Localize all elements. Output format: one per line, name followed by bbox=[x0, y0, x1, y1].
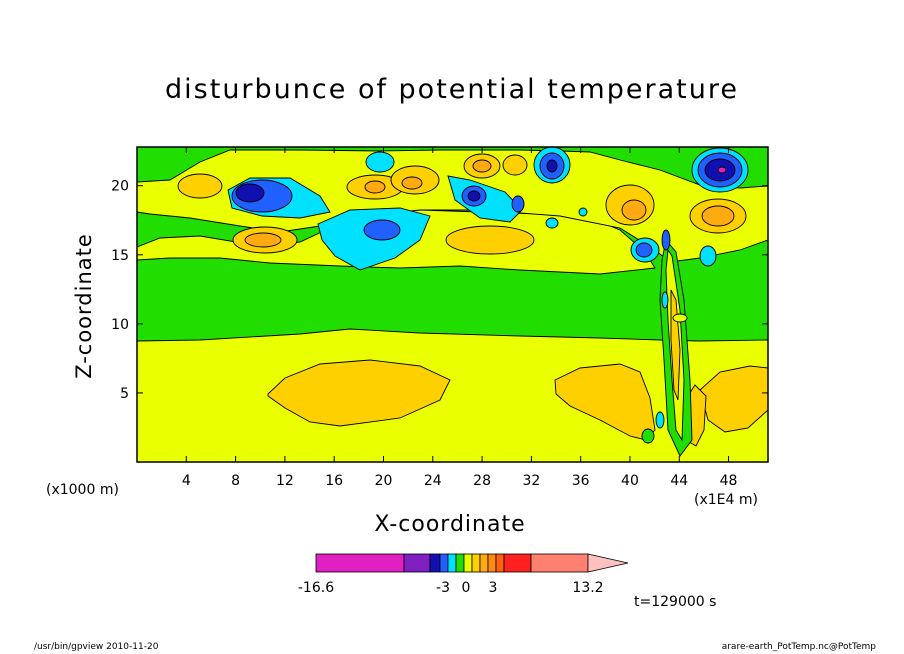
region-cold-3 bbox=[365, 151, 395, 173]
chart-title: disturbunce of potential temperature bbox=[165, 74, 739, 105]
colorbar-extend-arrow bbox=[587, 553, 629, 573]
x-tick-label-6: 28 bbox=[473, 473, 491, 489]
time-label: t=129000 s bbox=[634, 594, 717, 610]
y-axis-ticks: 5 10 15 20 bbox=[111, 179, 768, 402]
x-tick-label-0: 4 bbox=[182, 473, 191, 489]
plot-frame bbox=[136, 146, 769, 463]
x-tick-label-8: 36 bbox=[572, 473, 590, 489]
region-wave-cold-mid bbox=[661, 291, 669, 309]
y-tick-label-3: 20 bbox=[111, 179, 129, 195]
region-cold-9 bbox=[699, 245, 717, 267]
colorbar-swatch-8 bbox=[479, 553, 489, 573]
region-cold-5 bbox=[511, 195, 525, 213]
colorbar-swatch-10 bbox=[495, 553, 505, 573]
region-warm-1-core bbox=[244, 232, 282, 248]
region-warm-4-core bbox=[401, 176, 423, 190]
x-tick-label-9: 40 bbox=[621, 473, 639, 489]
x-tick-label-10: 44 bbox=[670, 473, 688, 489]
region-wave-cold-top bbox=[661, 229, 671, 251]
colorbar-swatch-2 bbox=[429, 553, 441, 573]
colorbar-tick-label-0: -3 bbox=[436, 580, 450, 596]
colorbar-swatch-11 bbox=[503, 553, 532, 573]
region-orange-low-far-right bbox=[699, 365, 768, 433]
x-axis-ticks: 4 8 12 16 20 24 28 32 36 40 44 48 bbox=[182, 147, 738, 489]
region-wave-green-low bbox=[641, 428, 655, 444]
y-tick-label-2: 15 bbox=[111, 248, 129, 264]
region-orange-low-left bbox=[267, 359, 451, 427]
colorbar-tick-label-2: 3 bbox=[489, 580, 498, 596]
x-axis-scale-note: (x1E4 m) bbox=[694, 492, 758, 508]
x-tick-label-11: 48 bbox=[720, 473, 738, 489]
region-cold-6-core bbox=[546, 159, 558, 173]
x-tick-label-4: 20 bbox=[375, 473, 393, 489]
region-warm-2 bbox=[445, 225, 535, 255]
colorbar-swatch-1 bbox=[403, 553, 431, 573]
region-warm-5-core bbox=[472, 159, 492, 173]
region-warm-6 bbox=[502, 154, 528, 176]
colorbar-swatch-3 bbox=[439, 553, 449, 573]
colorbar-swatch-0 bbox=[315, 553, 405, 573]
colorbar-max-label: 13.2 bbox=[572, 580, 603, 596]
x-tick-label-1: 8 bbox=[231, 473, 240, 489]
y-tick-label-0: 5 bbox=[120, 386, 129, 402]
footer-left: /usr/bin/gpview 2010-11-20 bbox=[34, 642, 159, 652]
x-axis-label: X-coordinate bbox=[374, 512, 526, 537]
region-cold-11 bbox=[578, 207, 588, 217]
colorbar-swatch-9 bbox=[487, 553, 497, 573]
colorbar-swatch-5 bbox=[455, 553, 465, 573]
colorbar-tick-label-1: 0 bbox=[462, 580, 471, 596]
colorbar-swatch-4 bbox=[447, 553, 457, 573]
region-wave-cold-low bbox=[655, 411, 665, 429]
region-cold-4-core bbox=[467, 190, 481, 202]
region-lower-yellow bbox=[137, 328, 768, 462]
x-axis-unit: (x1000 m) bbox=[46, 482, 119, 498]
x-tick-label-2: 12 bbox=[276, 473, 294, 489]
region-cold-10 bbox=[545, 217, 559, 229]
region-cold-8-blue bbox=[635, 242, 653, 258]
region-warm-8-core bbox=[621, 199, 647, 221]
colorbar-min-label: -16.6 bbox=[298, 580, 334, 596]
colorbar-swatch-6 bbox=[463, 553, 473, 573]
region-cold-2-blue bbox=[363, 219, 401, 241]
y-tick-label-1: 10 bbox=[111, 317, 129, 333]
region-cold-7-min bbox=[717, 166, 727, 174]
region-warm-9-core bbox=[701, 205, 735, 227]
x-tick-label-3: 16 bbox=[325, 473, 343, 489]
region-warm-7 bbox=[177, 173, 223, 199]
region-warm-3-core bbox=[364, 180, 386, 194]
x-tick-label-5: 24 bbox=[424, 473, 442, 489]
colorbar-swatch-7 bbox=[471, 553, 481, 573]
x-tick-label-7: 32 bbox=[522, 473, 540, 489]
contour-field bbox=[137, 147, 768, 462]
region-wave-warm-mid bbox=[672, 313, 688, 323]
colorbar: -16.6 -3 0 3 13.2 bbox=[298, 553, 629, 596]
colorbar-swatch-12 bbox=[530, 553, 589, 573]
region-cold-1-core bbox=[235, 183, 265, 203]
footer-right: arare-earth_PotTemp.nc@PotTemp bbox=[721, 642, 876, 652]
